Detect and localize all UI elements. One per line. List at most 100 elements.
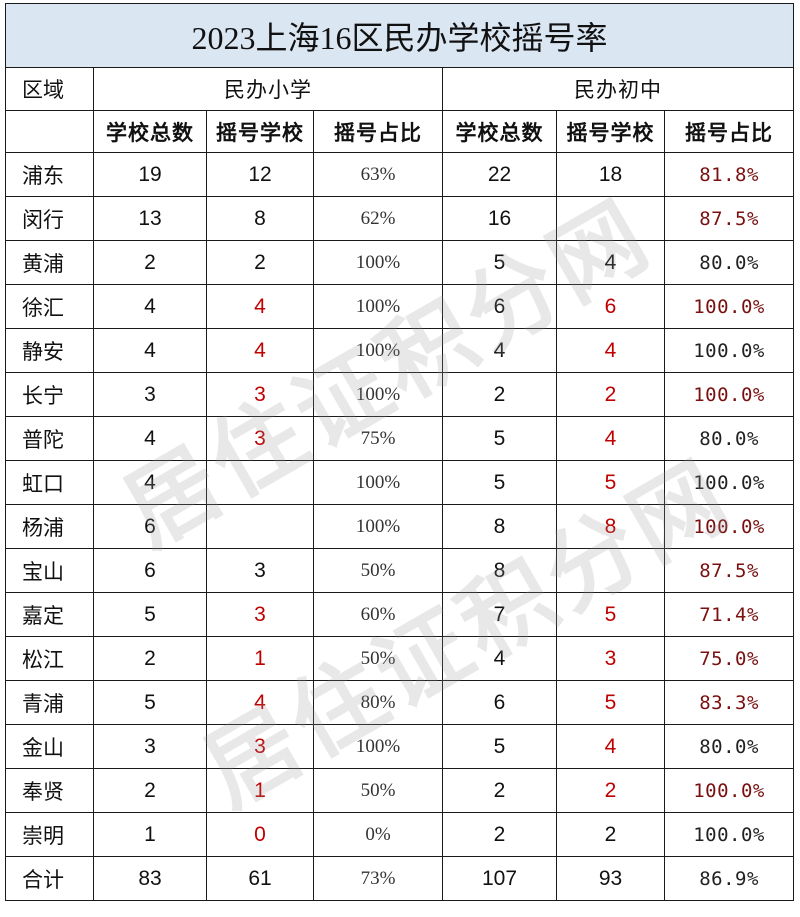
cell-region: 宝山 (5, 548, 94, 593)
cell-p-ratio: 100% (313, 328, 443, 373)
cell-m-lottery: 8 (556, 504, 665, 549)
table-row: 宝山 6 3 50% 8 87.5% (5, 548, 795, 593)
cell-p-lottery: 61 (206, 856, 314, 901)
table-container: 2023上海16区民办学校摇号率 区域 民办小学 民办初中 学校总数 摇号学校 … (4, 3, 795, 901)
cell-m-total: 5 (442, 724, 557, 769)
table-row: 长宁 3 3 100% 2 2 100.0% (5, 372, 795, 417)
cell-region: 崇明 (5, 812, 94, 857)
cell-m-ratio: 100.0% (663, 284, 795, 329)
cell-p-total: 1 (93, 812, 207, 857)
cell-p-total: 2 (93, 636, 207, 681)
cell-p-total: 4 (93, 284, 207, 329)
cell-m-ratio: 87.5% (663, 196, 795, 241)
total-row: 合计 83 61 73% 107 93 86.9% (5, 856, 795, 901)
cell-p-lottery (206, 460, 314, 505)
cell-m-lottery: 6 (556, 284, 665, 329)
lottery-rate-table: 2023上海16区民办学校摇号率 区域 民办小学 民办初中 学校总数 摇号学校 … (4, 3, 795, 901)
cell-region: 杨浦 (5, 504, 94, 549)
table-row: 浦东 19 12 63% 22 18 81.8% (5, 152, 795, 197)
cell-m-lottery: 5 (556, 460, 665, 505)
cell-p-lottery: 3 (206, 372, 314, 417)
cell-region: 静安 (5, 328, 94, 373)
cell-m-ratio: 80.0% (663, 416, 795, 461)
cell-region: 虹口 (5, 460, 94, 505)
cell-region: 奉贤 (5, 768, 94, 813)
cell-p-ratio: 100% (313, 284, 443, 329)
cell-p-total: 13 (93, 196, 207, 241)
cell-p-total: 5 (93, 680, 207, 725)
cell-m-lottery: 5 (556, 592, 665, 637)
table-row: 徐汇 4 4 100% 6 6 100.0% (5, 284, 795, 329)
group-header-row: 区域 民办小学 民办初中 (5, 67, 795, 111)
middle-school-header: 民办初中 (441, 67, 795, 111)
cell-region: 松江 (5, 636, 94, 681)
primary-lottery-header: 摇号学校 (206, 110, 314, 153)
cell-m-total: 4 (442, 636, 557, 681)
cell-m-total: 6 (442, 284, 557, 329)
cell-p-lottery: 1 (206, 768, 314, 813)
cell-p-lottery: 3 (206, 548, 314, 593)
region-sub-header-empty (5, 110, 94, 153)
cell-p-lottery (206, 504, 314, 549)
cell-m-total: 4 (442, 328, 557, 373)
cell-p-ratio: 80% (313, 680, 443, 725)
cell-p-total: 4 (93, 416, 207, 461)
cell-m-ratio: 100.0% (663, 328, 795, 373)
cell-region: 徐汇 (5, 284, 94, 329)
table-row: 金山 3 3 100% 5 4 80.0% (5, 724, 795, 769)
table-row: 杨浦 6 100% 8 8 100.0% (5, 504, 795, 549)
cell-m-ratio: 87.5% (663, 548, 795, 593)
cell-m-total: 22 (442, 152, 557, 197)
cell-m-lottery (556, 196, 665, 241)
cell-m-ratio: 83.3% (663, 680, 795, 725)
cell-m-ratio: 100.0% (663, 372, 795, 417)
cell-m-total: 5 (442, 460, 557, 505)
table-row: 虹口 4 100% 5 5 100.0% (5, 460, 795, 505)
cell-m-ratio: 71.4% (663, 592, 795, 637)
table-row: 松江 2 1 50% 4 3 75.0% (5, 636, 795, 681)
cell-p-lottery: 3 (206, 416, 314, 461)
cell-region: 闵行 (5, 196, 94, 241)
cell-p-lottery: 1 (206, 636, 314, 681)
cell-p-lottery: 4 (206, 284, 314, 329)
cell-m-total: 2 (442, 812, 557, 857)
cell-m-ratio: 100.0% (663, 460, 795, 505)
middle-total-header: 学校总数 (442, 110, 557, 153)
cell-p-ratio: 100% (313, 504, 443, 549)
cell-m-total: 2 (442, 768, 557, 813)
cell-m-total: 8 (442, 548, 557, 593)
cell-p-total: 19 (93, 152, 207, 197)
cell-p-lottery: 0 (206, 812, 314, 857)
cell-region: 普陀 (5, 416, 94, 461)
cell-region: 浦东 (5, 152, 94, 197)
cell-p-total: 2 (93, 240, 207, 285)
cell-p-ratio: 50% (313, 768, 443, 813)
cell-p-ratio: 0% (313, 812, 443, 857)
sub-header-row: 学校总数 摇号学校 摇号占比 学校总数 摇号学校 摇号占比 (5, 110, 795, 153)
cell-region: 合计 (5, 856, 94, 901)
primary-total-header: 学校总数 (93, 110, 207, 153)
cell-p-lottery: 2 (206, 240, 314, 285)
cell-p-lottery: 3 (206, 724, 314, 769)
table-row: 青浦 5 4 80% 6 5 83.3% (5, 680, 795, 725)
cell-m-lottery: 4 (556, 240, 665, 285)
cell-p-ratio: 50% (313, 636, 443, 681)
cell-m-lottery: 5 (556, 680, 665, 725)
table-row: 闵行 13 8 62% 16 87.5% (5, 196, 795, 241)
cell-p-lottery: 4 (206, 680, 314, 725)
cell-p-ratio: 100% (313, 724, 443, 769)
middle-lottery-header: 摇号学校 (556, 110, 665, 153)
cell-m-ratio: 100.0% (663, 768, 795, 813)
table-row: 普陀 4 3 75% 5 4 80.0% (5, 416, 795, 461)
cell-m-lottery: 2 (556, 768, 665, 813)
cell-p-ratio: 100% (313, 460, 443, 505)
table-title: 2023上海16区民办学校摇号率 (4, 3, 795, 68)
primary-ratio-header: 摇号占比 (313, 110, 443, 153)
cell-p-ratio: 100% (313, 240, 443, 285)
middle-ratio-header: 摇号占比 (663, 110, 795, 153)
cell-m-total: 5 (442, 416, 557, 461)
table-row: 嘉定 5 3 60% 7 5 71.4% (5, 592, 795, 637)
cell-m-ratio: 86.9% (663, 856, 795, 901)
table-row: 黄浦 2 2 100% 5 4 80.0% (5, 240, 795, 285)
table-row: 奉贤 2 1 50% 2 2 100.0% (5, 768, 795, 813)
